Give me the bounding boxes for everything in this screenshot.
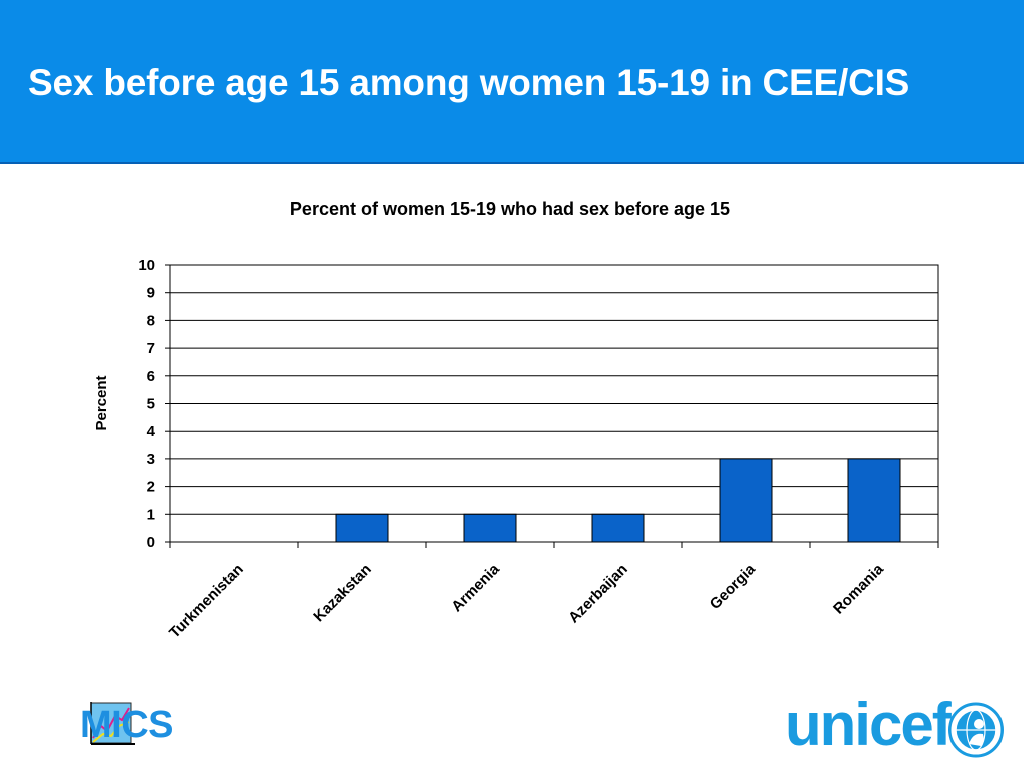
- x-tick-label: Turkmenistan: [166, 561, 247, 642]
- bar: [463, 513, 517, 543]
- y-tick-labels: 0 1 2 3 4 5 6 7 8 9 10: [138, 257, 155, 551]
- x-tick-label: Armenia: [448, 560, 503, 615]
- unicef-logo-text: unicef: [785, 691, 952, 758]
- bar: [591, 513, 645, 543]
- x-tick-label: Azerbaijan: [565, 561, 631, 627]
- bar: [719, 458, 773, 543]
- gridlines: [170, 264, 938, 543]
- mics-logo-text: MICS: [80, 704, 174, 746]
- bar: [335, 513, 389, 543]
- y-tick-label: 7: [147, 340, 155, 357]
- y-tick-label: 1: [147, 506, 155, 523]
- bar: [847, 458, 901, 543]
- y-tick-label: 5: [147, 396, 155, 413]
- y-tick-label: 9: [147, 285, 155, 302]
- x-tick-label: Kazakstan: [310, 561, 374, 625]
- y-axis-label: Percent: [93, 375, 110, 430]
- axes: [165, 264, 939, 548]
- bar-chart: Percent of women 15-19 who had sex befor…: [93, 199, 939, 642]
- chart-title: Percent of women 15-19 who had sex befor…: [290, 199, 730, 219]
- unicef-emblem-icon: [948, 702, 1004, 758]
- y-tick-label: 6: [147, 368, 155, 385]
- x-tick-labels: Turkmenistan Kazakstan Armenia Azerbaijan Ge…: [166, 560, 887, 641]
- y-tick-label: 4: [147, 423, 156, 440]
- y-tick-label: 0: [147, 534, 155, 551]
- y-tick-label: 2: [147, 479, 155, 496]
- y-tick-label: 3: [147, 451, 155, 468]
- title-banner: Sex before age 15 among women 15-19 in C…: [0, 0, 1024, 164]
- slide-title: Sex before age 15 among women 15-19 in C…: [28, 62, 910, 103]
- mics-logo-icon: [90, 702, 135, 745]
- bars: [335, 458, 901, 543]
- y-tick-label: 8: [147, 312, 155, 329]
- x-tick-label: Georgia: [707, 560, 760, 613]
- x-tick-label: Romania: [830, 560, 887, 617]
- y-tick-label: 10: [138, 257, 155, 274]
